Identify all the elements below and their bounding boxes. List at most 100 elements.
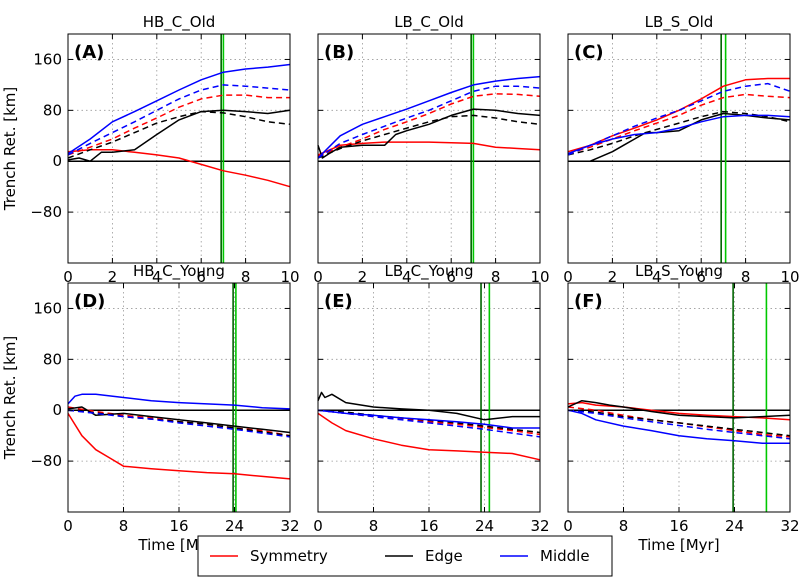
y-tick-label: −80 (30, 203, 62, 221)
y-tick-label: 160 (33, 50, 62, 68)
series-line-symmetry-dashed (567, 93, 791, 155)
x-tick-label: 6 (196, 268, 206, 286)
panel-title: LB_C_Old (394, 13, 464, 32)
plot-frame (567, 33, 791, 264)
series-line-middle-solid (317, 75, 541, 159)
series-line-middle-solid (567, 114, 791, 155)
series-line-symmetry-dashed (317, 409, 541, 436)
y-tick-label: −80 (30, 452, 62, 470)
plot-frame (317, 33, 541, 264)
y-tick-label: 0 (52, 401, 62, 419)
x-tick-label: 8 (491, 268, 501, 286)
panel-label: (C) (574, 42, 604, 63)
series-line-middle-dashed (67, 84, 291, 156)
x-tick-label: 24 (475, 517, 494, 535)
x-tick-label: 4 (652, 268, 662, 286)
series-line-edge-dashed (567, 110, 791, 156)
x-tick-label: 32 (530, 517, 549, 535)
series-line-edge-solid (568, 112, 791, 162)
panel-title: HB_C_Old (143, 13, 216, 32)
series-line-edge-dashed (67, 409, 291, 437)
chart-panel-b: 0 2 4 6 8 10 LB_C_Old (B) (313, 13, 549, 286)
series-line-edge-dashed (67, 110, 291, 159)
series-line-symmetry-solid (317, 412, 541, 461)
panel-title: HB_C_Young (133, 262, 225, 281)
series-line-edge-dashed (317, 114, 541, 159)
x-tick-label: 10 (780, 268, 799, 286)
x-tick-label: 32 (280, 517, 299, 535)
x-tick-label: 0 (313, 517, 323, 535)
series-line-middle-dashed (567, 409, 791, 440)
chart-panel-c: 0 2 4 6 8 10 LB_S_Old (C) (563, 13, 799, 286)
series-line-middle-solid (67, 63, 291, 155)
x-tick-label: 4 (152, 268, 162, 286)
x-tick-label: 10 (280, 268, 299, 286)
panel-label: (B) (324, 42, 354, 63)
x-tick-label: 0 (313, 268, 323, 286)
y-tick-label: 80 (43, 101, 62, 119)
panel-title: LB_S_Young (635, 262, 723, 281)
x-tick-label: 2 (358, 268, 368, 286)
x-tick-label: 4 (402, 268, 412, 286)
x-tick-label: 8 (741, 268, 751, 286)
series-line-middle-dashed (317, 409, 541, 438)
series-line-symmetry-dashed (67, 94, 290, 156)
series-line-edge-solid (67, 406, 291, 434)
x-tick-label: 0 (563, 517, 573, 535)
legend-label-edge: Edge (425, 547, 463, 565)
x-tick-label: 6 (446, 268, 456, 286)
x-tick-label: 0 (63, 268, 73, 286)
x-tick-label: 24 (225, 517, 244, 535)
x-tick-label: 32 (780, 517, 799, 535)
legend-label-middle: Middle (540, 547, 590, 565)
legend: Symmetry Edge Middle (197, 535, 613, 577)
panel-title: LB_S_Old (645, 13, 714, 32)
series-line-edge-dashed (567, 409, 791, 437)
series-line-middle-dashed (317, 85, 541, 159)
x-tick-label: 16 (669, 517, 688, 535)
x-tick-label: 2 (608, 268, 618, 286)
panel-label: (E) (324, 291, 353, 312)
series-line-edge-solid (317, 391, 540, 421)
x-tick-label: 0 (563, 268, 573, 286)
x-tick-label: 8 (619, 517, 629, 535)
x-tick-label: 16 (419, 517, 438, 535)
y-tick-label: 160 (33, 299, 62, 317)
x-tick-label: 6 (696, 268, 706, 286)
series-line-middle-dashed (67, 409, 291, 438)
series-line-symmetry-solid (67, 413, 291, 480)
series-line-middle-solid (567, 409, 790, 445)
y-tick-label: 0 (52, 152, 62, 170)
series-line-edge-solid (67, 109, 291, 162)
x-tick-label: 10 (530, 268, 549, 286)
y-axis-label: Trench Ret. [km] (1, 87, 19, 211)
series-line-symmetry-solid (317, 141, 541, 156)
y-tick-label: 80 (43, 350, 62, 368)
x-tick-label: 2 (108, 268, 118, 286)
chart-panel-a: 0 2 4 6 8 10 −80 0 80 160 HB_C_Old (A) Trench Ret. [… (1, 13, 300, 286)
series-line-middle-solid (317, 409, 540, 429)
series-line-edge-solid (567, 399, 791, 419)
x-tick-label: 8 (369, 517, 379, 535)
legend-label-symmetry: Symmetry (250, 547, 328, 565)
x-tick-label: 24 (725, 517, 744, 535)
series-line-edge-solid (317, 108, 541, 159)
x-axis-label: Time [Myr] (637, 536, 719, 554)
panel-label: (D) (74, 291, 105, 312)
series-line-symmetry-solid (67, 149, 291, 188)
x-tick-label: 8 (241, 268, 251, 286)
plot-frame (67, 33, 291, 264)
panel-label: (A) (74, 42, 104, 63)
panel-label: (F) (574, 291, 603, 312)
panel-title: LB_C_Young (384, 262, 473, 281)
y-axis-label: Trench Ret. [km] (1, 336, 19, 460)
x-tick-label: 16 (169, 517, 188, 535)
series-line-middle-solid (67, 393, 291, 410)
x-tick-label: 8 (119, 517, 129, 535)
series-line-middle-dashed (567, 82, 791, 156)
